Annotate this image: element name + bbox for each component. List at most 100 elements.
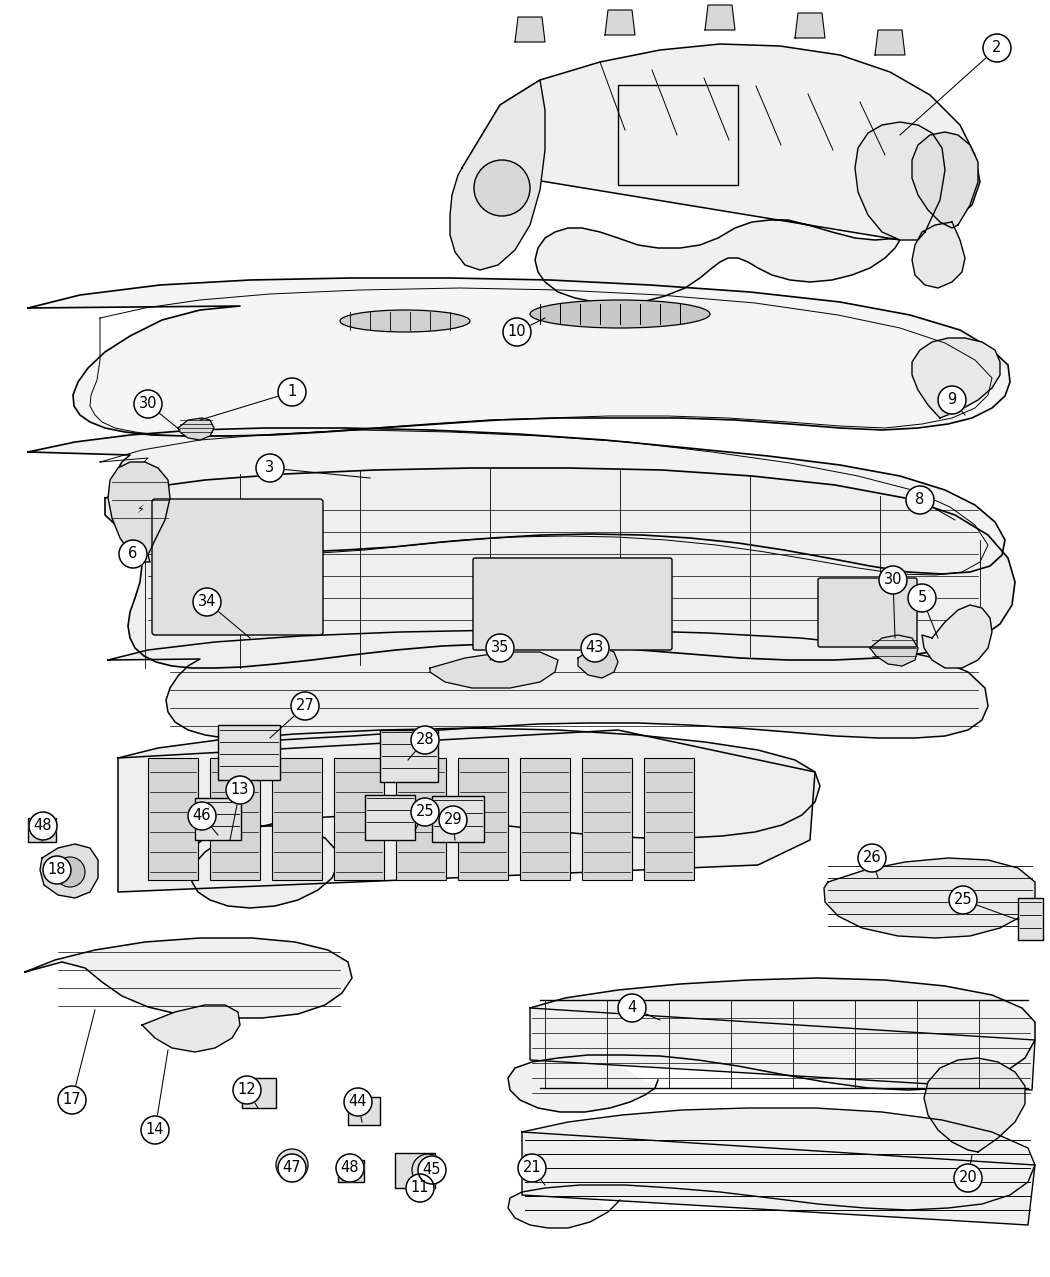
Circle shape — [278, 378, 306, 406]
Circle shape — [518, 1154, 546, 1183]
Circle shape — [949, 886, 977, 914]
Text: 17: 17 — [63, 1093, 81, 1107]
Circle shape — [256, 455, 284, 481]
Circle shape — [411, 727, 439, 753]
Text: 2: 2 — [992, 41, 1002, 55]
Text: 11: 11 — [411, 1180, 429, 1195]
Circle shape — [344, 1088, 372, 1116]
Text: 43: 43 — [586, 641, 604, 655]
Polygon shape — [855, 123, 945, 240]
Circle shape — [29, 812, 57, 840]
Polygon shape — [28, 428, 1005, 573]
Polygon shape — [578, 647, 618, 678]
Circle shape — [486, 633, 514, 661]
Text: 27: 27 — [296, 699, 314, 714]
Bar — [148, 759, 198, 880]
Circle shape — [581, 633, 609, 661]
Bar — [520, 759, 570, 880]
Circle shape — [411, 798, 439, 826]
Circle shape — [418, 1156, 446, 1184]
Circle shape — [193, 587, 220, 616]
Bar — [582, 759, 632, 880]
Polygon shape — [795, 13, 825, 38]
Circle shape — [278, 1154, 306, 1183]
Text: 13: 13 — [231, 783, 249, 798]
Text: 1: 1 — [288, 384, 296, 400]
Text: 5: 5 — [918, 590, 926, 605]
Polygon shape — [118, 730, 815, 893]
Circle shape — [291, 692, 319, 720]
FancyBboxPatch shape — [618, 86, 738, 185]
Bar — [1018, 898, 1043, 940]
Text: 48: 48 — [341, 1161, 359, 1176]
Polygon shape — [450, 80, 545, 269]
Circle shape — [134, 389, 162, 418]
Polygon shape — [28, 278, 1010, 435]
Bar — [348, 1097, 380, 1125]
Polygon shape — [870, 635, 918, 667]
Text: 35: 35 — [490, 641, 509, 655]
Polygon shape — [912, 222, 965, 289]
Circle shape — [412, 1154, 444, 1186]
FancyBboxPatch shape — [818, 578, 917, 647]
Polygon shape — [108, 462, 170, 562]
Polygon shape — [912, 338, 1000, 418]
Polygon shape — [705, 5, 735, 29]
Text: 28: 28 — [416, 733, 435, 747]
Circle shape — [141, 1116, 169, 1144]
Bar — [334, 759, 384, 880]
Circle shape — [43, 856, 71, 884]
Circle shape — [226, 776, 254, 805]
Polygon shape — [508, 1108, 1035, 1228]
Circle shape — [983, 34, 1011, 63]
Polygon shape — [912, 132, 978, 229]
Circle shape — [276, 1149, 308, 1181]
Text: 12: 12 — [237, 1083, 256, 1097]
Circle shape — [906, 487, 934, 515]
Text: 45: 45 — [423, 1162, 441, 1177]
Bar — [210, 759, 260, 880]
Bar — [644, 759, 694, 880]
Circle shape — [336, 1154, 364, 1183]
Text: 25: 25 — [416, 805, 435, 820]
FancyBboxPatch shape — [472, 558, 672, 650]
Polygon shape — [824, 858, 1035, 939]
Text: 30: 30 — [139, 396, 157, 411]
Circle shape — [439, 806, 467, 834]
Circle shape — [420, 1162, 436, 1177]
Circle shape — [618, 994, 646, 1022]
Polygon shape — [605, 10, 635, 34]
Text: 47: 47 — [282, 1161, 301, 1176]
Polygon shape — [530, 1008, 1035, 1091]
Text: 6: 6 — [128, 547, 138, 562]
Bar — [242, 1078, 276, 1108]
Bar — [458, 759, 508, 880]
Text: 46: 46 — [193, 808, 211, 824]
Text: 3: 3 — [266, 461, 274, 475]
Polygon shape — [105, 467, 1015, 668]
Text: 34: 34 — [197, 595, 216, 609]
Text: 26: 26 — [863, 850, 881, 866]
Bar — [272, 759, 322, 880]
Polygon shape — [40, 844, 98, 898]
Text: 9: 9 — [947, 392, 957, 407]
FancyBboxPatch shape — [152, 499, 323, 635]
Text: 10: 10 — [508, 324, 526, 340]
Bar — [396, 759, 446, 880]
Bar — [218, 725, 280, 780]
Text: 8: 8 — [916, 493, 925, 507]
Bar — [380, 730, 438, 782]
Text: 4: 4 — [628, 1000, 636, 1015]
Circle shape — [406, 1174, 434, 1202]
Text: 21: 21 — [523, 1161, 542, 1176]
Polygon shape — [924, 1059, 1025, 1152]
Circle shape — [233, 1077, 261, 1105]
Text: ⚡: ⚡ — [136, 504, 144, 515]
Circle shape — [908, 584, 936, 612]
Circle shape — [858, 844, 886, 872]
Bar — [338, 1160, 364, 1183]
Polygon shape — [514, 17, 545, 42]
Circle shape — [58, 1085, 86, 1114]
Polygon shape — [142, 1005, 240, 1052]
Polygon shape — [25, 939, 352, 1018]
